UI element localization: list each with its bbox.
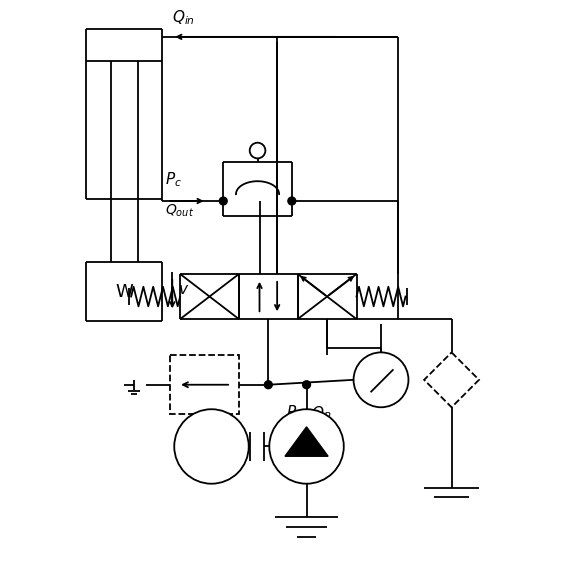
Text: W: W [115,283,133,301]
Circle shape [269,409,344,483]
Text: $M$: $M$ [202,437,221,456]
Circle shape [303,381,311,389]
Circle shape [353,353,408,407]
Text: $v$: $v$ [178,282,189,296]
Polygon shape [424,353,479,407]
Text: $P_c$: $P_c$ [165,171,182,189]
FancyBboxPatch shape [170,356,239,414]
Circle shape [264,381,272,389]
Text: $Q_{in}$: $Q_{in}$ [172,8,195,27]
Circle shape [288,197,296,205]
Circle shape [174,409,249,483]
Text: $P$: $P$ [286,404,296,420]
Polygon shape [285,427,328,456]
Circle shape [250,142,265,159]
Text: $Q_P$: $Q_P$ [311,404,332,423]
Circle shape [219,197,227,205]
Text: $Q_{out}$: $Q_{out}$ [165,203,195,219]
